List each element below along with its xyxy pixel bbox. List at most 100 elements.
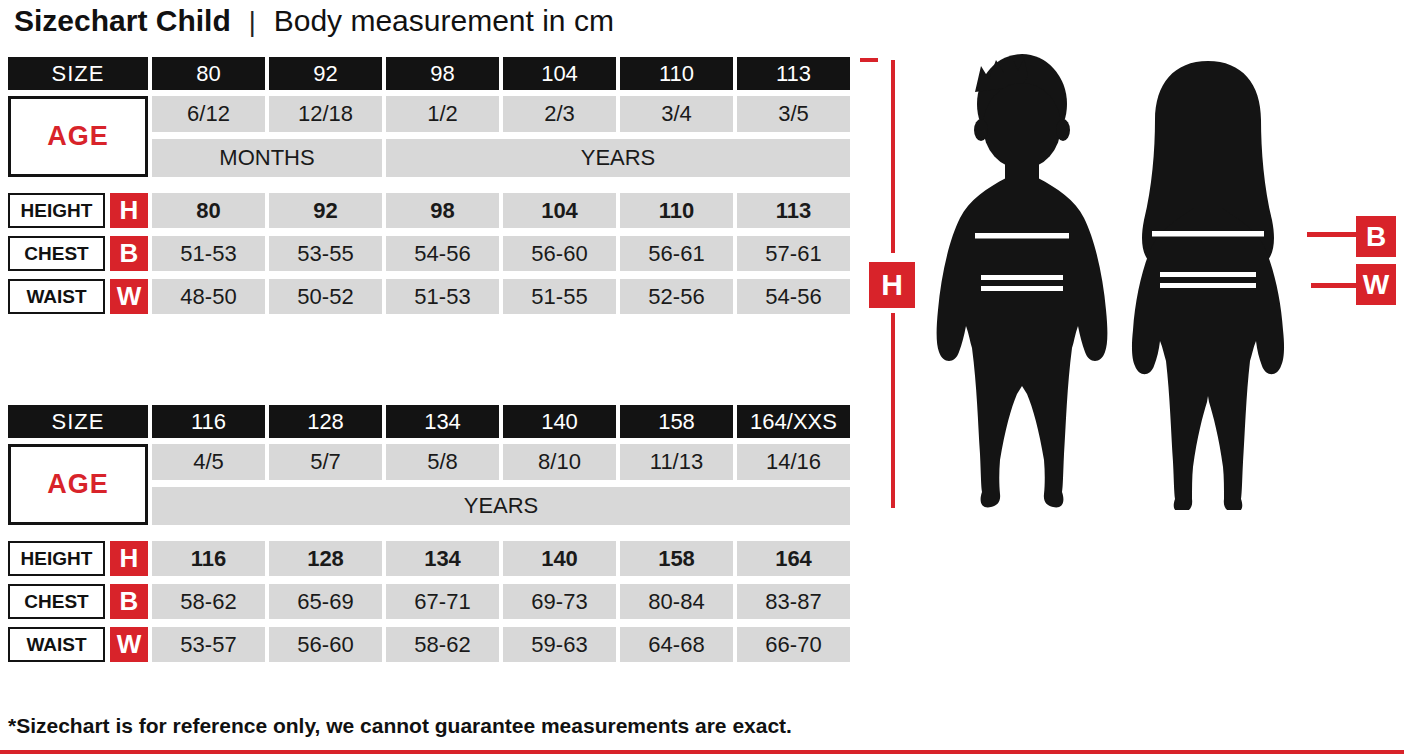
waist-cell: 64-68 [620, 627, 733, 662]
size-cell: 158 [620, 405, 733, 438]
chest-cell: 56-60 [503, 236, 616, 271]
height-code-badge: H [110, 541, 148, 576]
waist-cell: 52-56 [620, 279, 733, 314]
height-cell: 164 [737, 541, 850, 576]
age-cell: 5/7 [269, 444, 382, 480]
size-header: SIZE [8, 405, 148, 438]
height-cell: 134 [386, 541, 499, 576]
size-cell: 104 [503, 57, 616, 90]
height-cell: 140 [503, 541, 616, 576]
size-cell: 98 [386, 57, 499, 90]
chest-cell: 56-61 [620, 236, 733, 271]
girl-waist-guide-line-top [1160, 272, 1256, 277]
chest-row: CHEST B 51-53 53-55 54-56 56-60 56-61 57… [8, 236, 850, 271]
size-cell: 110 [620, 57, 733, 90]
height-cell: 128 [269, 541, 382, 576]
height-cell: 104 [503, 193, 616, 228]
size-cell: 92 [269, 57, 382, 90]
chest-cell: 83-87 [737, 584, 850, 619]
chest-cell: 54-56 [386, 236, 499, 271]
chest-code-badge: B [110, 584, 148, 619]
chest-pointer-line [1307, 232, 1356, 237]
height-cell: 92 [269, 193, 382, 228]
chest-cell: 80-84 [620, 584, 733, 619]
height-cell: 80 [152, 193, 265, 228]
age-header: AGE [8, 96, 148, 177]
title-description: Body measurement in cm [274, 4, 614, 38]
height-cell: 98 [386, 193, 499, 228]
size-cell: 80 [152, 57, 265, 90]
height-label: HEIGHT [8, 193, 105, 228]
waist-cell: 54-56 [737, 279, 850, 314]
waist-cell: 59-63 [503, 627, 616, 662]
period-months: MONTHS [152, 139, 382, 177]
chest-cell: 58-62 [152, 584, 265, 619]
chest-cell: 67-71 [386, 584, 499, 619]
age-cell: 1/2 [386, 96, 499, 132]
chest-label: CHEST [8, 584, 105, 619]
height-row: HEIGHT H 80 92 98 104 110 113 [8, 193, 850, 228]
waist-cell: 50-52 [269, 279, 382, 314]
height-label: HEIGHT [8, 541, 105, 576]
size-cell: 140 [503, 405, 616, 438]
disclaimer-note: *Sizechart is for reference only, we can… [8, 714, 792, 738]
age-cell: 11/13 [620, 444, 733, 480]
waist-label-group: WAIST W [8, 627, 148, 662]
size-row: SIZE 116 128 134 140 158 164/XXS [8, 405, 850, 438]
height-line-top-tick [860, 58, 878, 62]
age-cell: 8/10 [503, 444, 616, 480]
height-code-badge: H [110, 193, 148, 228]
height-label-group: HEIGHT H [8, 541, 148, 576]
age-cell: 2/3 [503, 96, 616, 132]
waist-row: WAIST W 48-50 50-52 51-53 51-55 52-56 54… [8, 279, 850, 314]
age-cell: 12/18 [269, 96, 382, 132]
age-cell: 5/8 [386, 444, 499, 480]
age-cell: 14/16 [737, 444, 850, 480]
height-row: HEIGHT H 116 128 134 140 158 164 [8, 541, 850, 576]
height-code-box: H [869, 262, 915, 308]
height-measure-line-lower [891, 313, 895, 508]
sizechart-table-large: SIZE 116 128 134 140 158 164/XXS 4/5 5/7… [8, 405, 850, 662]
chest-label-group: CHEST B [8, 584, 148, 619]
chest-cell: 69-73 [503, 584, 616, 619]
waist-cell: 56-60 [269, 627, 382, 662]
bottom-accent-line [0, 750, 1404, 754]
girl-chest-guide-line [1152, 231, 1264, 237]
waist-code-badge: W [110, 627, 148, 662]
waist-label-group: WAIST W [8, 279, 148, 314]
chest-cell: 51-53 [152, 236, 265, 271]
chest-code-box: B [1356, 216, 1396, 257]
waist-code-badge: W [110, 279, 148, 314]
chest-label-group: CHEST B [8, 236, 148, 271]
chest-label: CHEST [8, 236, 105, 271]
waist-label: WAIST [8, 627, 105, 662]
height-cell: 158 [620, 541, 733, 576]
size-cell: 116 [152, 405, 265, 438]
height-label-group: HEIGHT H [8, 193, 148, 228]
height-cell: 110 [620, 193, 733, 228]
chest-code-badge: B [110, 236, 148, 271]
title-brand: Sizechart Child [14, 4, 231, 38]
chest-cell: 53-55 [269, 236, 382, 271]
chest-cell: 57-61 [737, 236, 850, 271]
girl-silhouette [1118, 58, 1298, 510]
page-title: Sizechart Child | Body measurement in cm [14, 4, 614, 38]
waist-cell: 51-55 [503, 279, 616, 314]
height-measure-line-upper [891, 60, 895, 253]
waist-cell: 58-62 [386, 627, 499, 662]
waist-cell: 53-57 [152, 627, 265, 662]
waist-cell: 48-50 [152, 279, 265, 314]
age-cell: 6/12 [152, 96, 265, 132]
size-cell: 134 [386, 405, 499, 438]
waist-row: WAIST W 53-57 56-60 58-62 59-63 64-68 66… [8, 627, 850, 662]
waist-code-box: W [1356, 264, 1396, 305]
waist-pointer-line [1311, 283, 1356, 288]
period-years: YEARS [386, 139, 850, 177]
waist-cell: 66-70 [737, 627, 850, 662]
age-cell: 3/5 [737, 96, 850, 132]
size-cell: 113 [737, 57, 850, 90]
size-row: SIZE 80 92 98 104 110 113 [8, 57, 850, 90]
period-years: YEARS [152, 487, 850, 525]
age-cell: 3/4 [620, 96, 733, 132]
size-cell: 128 [269, 405, 382, 438]
